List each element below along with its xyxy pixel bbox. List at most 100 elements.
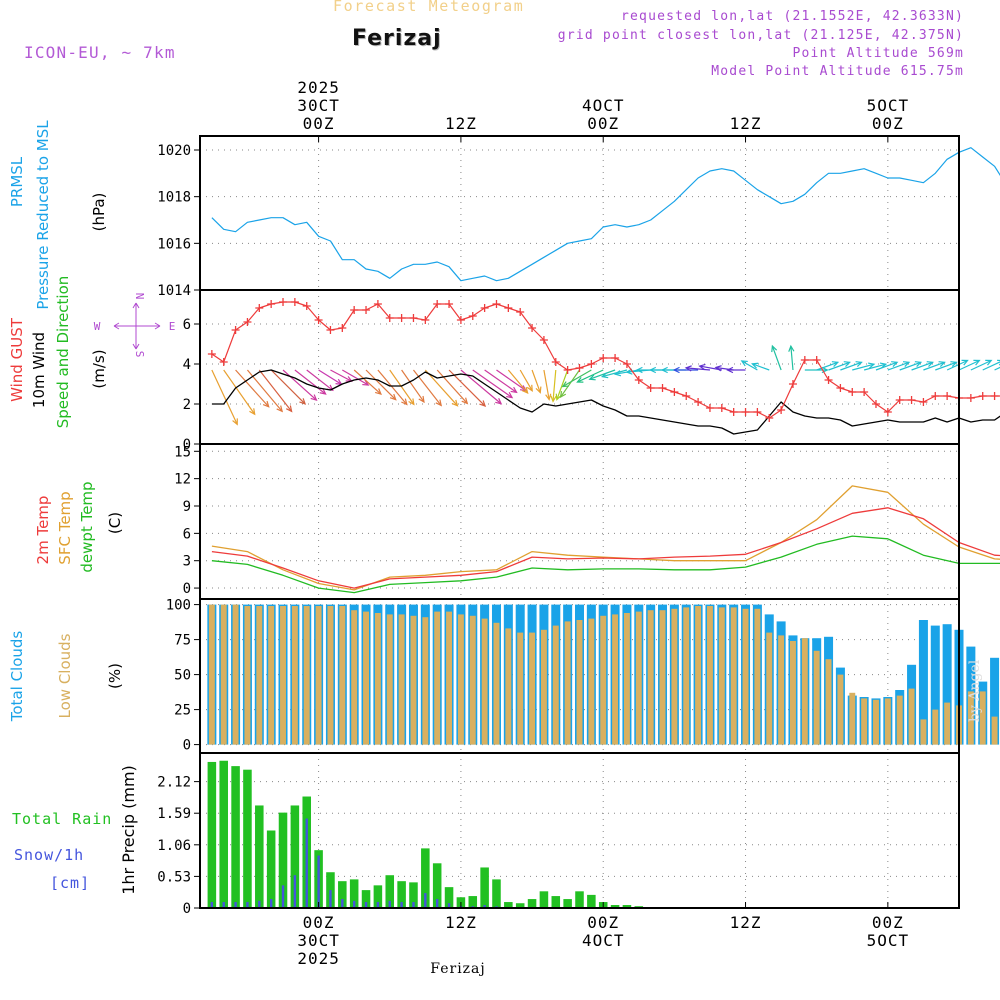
gust-marker bbox=[990, 392, 999, 400]
time-axis-bottom: 00Z30CT202512Z00Z4OCT12Z00Z5OCT12Z bbox=[297, 902, 908, 968]
rain-bar bbox=[587, 894, 596, 908]
low-cloud-bar bbox=[564, 621, 571, 745]
low-cloud-bar bbox=[220, 604, 227, 745]
gust-marker bbox=[243, 318, 252, 326]
wind-arrow bbox=[816, 361, 839, 371]
low-cloud-bar bbox=[434, 611, 441, 745]
wind-arrow-head bbox=[726, 366, 734, 374]
snow-bar bbox=[234, 902, 237, 908]
gust-marker bbox=[907, 396, 916, 404]
gust-marker bbox=[385, 314, 394, 322]
y-tick-label: 0.53 bbox=[157, 869, 191, 885]
y-tick-label: 1018 bbox=[157, 190, 191, 206]
low-cloud-bar bbox=[896, 695, 903, 745]
temperature-frame bbox=[199, 443, 960, 600]
low-cloud-bar bbox=[790, 641, 796, 745]
low-cloud-bar bbox=[398, 614, 405, 745]
y-tick-label: 2.12 bbox=[157, 775, 191, 791]
low-cloud-bar bbox=[659, 610, 666, 745]
low-cloud-bar bbox=[825, 659, 832, 745]
wind-arrow bbox=[306, 369, 334, 391]
time-label-top: 4OCT bbox=[582, 96, 625, 115]
precip-frame bbox=[199, 752, 960, 909]
low-cloud-bar bbox=[635, 611, 642, 745]
wind-arrow-head bbox=[600, 372, 609, 379]
low-cloud-bar bbox=[754, 608, 761, 745]
low-cloud-bar bbox=[256, 606, 263, 745]
time-label-top: 12Z bbox=[730, 114, 762, 133]
time-label-bottom: 30CT bbox=[297, 931, 340, 950]
wind-arrow-head bbox=[714, 365, 722, 372]
time-label-top: 00Z bbox=[587, 114, 619, 133]
wind-arrow-head bbox=[938, 361, 946, 368]
gust-marker bbox=[741, 408, 750, 416]
gust-marker bbox=[848, 388, 857, 396]
rain-bar bbox=[432, 863, 442, 908]
gust-marker bbox=[670, 388, 679, 396]
gust-marker bbox=[255, 304, 264, 312]
gust-marker bbox=[812, 356, 821, 364]
gust-marker bbox=[836, 384, 845, 392]
rain-bar bbox=[231, 766, 240, 908]
wind-arrow-head bbox=[319, 388, 327, 395]
dewpoint-line bbox=[211, 535, 1000, 594]
wind-arrow bbox=[235, 369, 270, 408]
time-label-top: 30CT bbox=[297, 96, 340, 115]
rain-bar bbox=[610, 905, 620, 908]
grid-point-coords: grid point closest lon,lat (21.125E, 42.… bbox=[557, 28, 964, 43]
low-cloud-bar bbox=[849, 692, 856, 745]
gust-marker bbox=[931, 392, 940, 400]
rain-bar bbox=[527, 899, 537, 908]
wind-arrow bbox=[589, 369, 616, 380]
gust-marker bbox=[943, 392, 952, 400]
low-cloud-bar bbox=[208, 604, 215, 745]
gust-marker bbox=[622, 360, 631, 368]
wind-arrow-head bbox=[299, 398, 307, 405]
point-altitude: Point Altitude 569m bbox=[792, 46, 964, 61]
rain-bar bbox=[397, 881, 406, 908]
y-tick-label: 1020 bbox=[157, 143, 191, 159]
snow-bar bbox=[376, 902, 380, 908]
rain-bar bbox=[515, 903, 525, 908]
snow-bar bbox=[317, 855, 320, 908]
gust-marker bbox=[207, 350, 216, 358]
wind-arrow bbox=[577, 369, 604, 383]
rain-bar bbox=[385, 875, 395, 908]
wind-unit: (m/s) bbox=[90, 349, 108, 388]
gust-marker bbox=[611, 354, 620, 362]
gust-marker bbox=[646, 384, 655, 392]
legend-total-rain: Total Rain bbox=[12, 810, 112, 828]
time-label-bottom: 00Z bbox=[587, 913, 619, 932]
gust-marker bbox=[528, 324, 537, 332]
snow-bar bbox=[424, 893, 427, 908]
low-cloud-bar bbox=[232, 604, 239, 745]
wind-panel: 0 2 4 6 bbox=[183, 290, 959, 453]
wind-title-2: 10m Wind bbox=[30, 332, 48, 408]
clouds-title-1: Total Clouds bbox=[8, 631, 26, 723]
rain-bar bbox=[373, 885, 383, 908]
y-tick-label: 0 bbox=[183, 901, 191, 917]
wind-arrow-head bbox=[902, 361, 911, 368]
rain-bar bbox=[207, 761, 217, 908]
gust-marker bbox=[658, 384, 667, 392]
gust-marker bbox=[231, 326, 240, 334]
wind-arrow bbox=[970, 359, 992, 371]
low-cloud-bar bbox=[861, 698, 868, 745]
wind-arrow bbox=[560, 369, 580, 398]
low-cloud-bar bbox=[374, 613, 381, 745]
low-cloud-bar bbox=[967, 691, 974, 745]
snow-bar bbox=[436, 899, 439, 908]
wind-arrow bbox=[412, 369, 442, 406]
wind-title-1: Wind GUST bbox=[8, 317, 26, 402]
wind-arrow bbox=[602, 369, 628, 378]
low-cloud-bar bbox=[291, 606, 298, 745]
gust-marker bbox=[433, 300, 442, 308]
low-cloud-bar bbox=[457, 614, 464, 745]
low-cloud-bar bbox=[552, 625, 559, 745]
wind-arrow bbox=[472, 369, 513, 399]
gust-marker bbox=[409, 314, 418, 322]
wind-arrow bbox=[958, 359, 980, 371]
precip-title: 1hr Precip (mm) bbox=[119, 765, 138, 895]
wind-arrow bbox=[507, 369, 529, 394]
